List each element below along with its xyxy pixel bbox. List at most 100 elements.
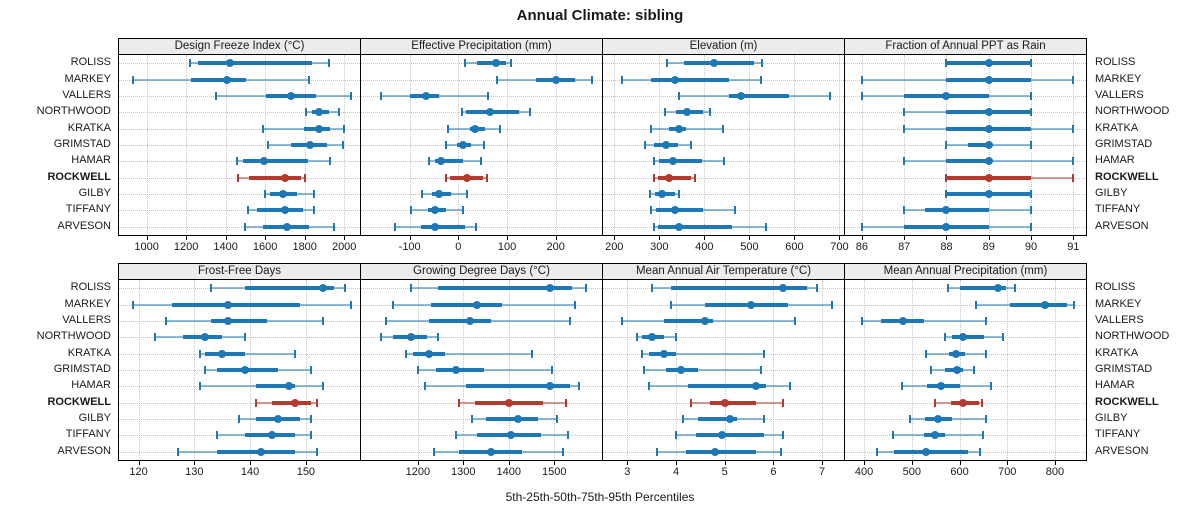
x-tick-label: -100: [398, 241, 421, 253]
x-tick-label: 500: [902, 466, 921, 478]
whisker-cap: [640, 349, 643, 358]
x-tick: [749, 236, 751, 240]
iqr-bar: [688, 384, 767, 389]
median-dot: [984, 59, 993, 68]
whisker-cap: [154, 333, 157, 342]
h-gridline: [845, 304, 1086, 306]
panel-title: Mean Annual Air Temperature (°C): [603, 264, 844, 280]
iqr-bar: [657, 224, 732, 229]
whisker-line: [417, 369, 552, 371]
whisker-line: [406, 352, 532, 355]
x-tick: [904, 236, 906, 240]
x-tick-label: 87: [898, 241, 911, 253]
x-tick: [225, 236, 227, 240]
iqr-bar: [663, 318, 713, 323]
whisker-cap: [901, 382, 904, 391]
whisker-cap: [247, 206, 250, 215]
iqr-bar: [255, 384, 295, 389]
whisker-cap: [649, 124, 652, 133]
x-tick: [554, 461, 556, 465]
panel-title: Effective Precipitation (mm): [361, 39, 602, 55]
median-dot: [280, 173, 289, 182]
plot-area: [845, 280, 1086, 460]
median-dot: [659, 349, 668, 358]
x-tick-label: 1200: [405, 466, 431, 478]
whisker-cap: [653, 157, 656, 166]
iqr-bar: [657, 175, 691, 180]
iqr-bar: [685, 449, 757, 454]
iqr-bar: [651, 77, 729, 82]
panel: Effective Precipitation (mm): [360, 39, 602, 235]
median-dot: [435, 190, 444, 199]
x-tick-label: 89: [982, 241, 995, 253]
x-tick-label: 1800: [292, 241, 317, 253]
x-tick-label: 400: [695, 241, 714, 253]
iqr-bar: [695, 433, 764, 438]
panel: Design Freeze Index (°C): [119, 39, 360, 235]
median-dot: [504, 398, 513, 407]
median-dot: [959, 398, 968, 407]
x-tick: [555, 236, 557, 240]
station-labels-right: ROLISS MARKEY VALLERS NORTHWOOD KRATKA GRIMST…: [1087, 38, 1200, 256]
whisker-cap: [675, 431, 678, 440]
labels-spacer: [1087, 263, 1200, 279]
median-dot: [899, 316, 908, 325]
median-dot: [201, 333, 210, 342]
whisker-cap: [198, 349, 201, 358]
median-dot: [407, 333, 416, 342]
median-dot: [437, 157, 446, 166]
x-tick: [508, 461, 510, 465]
iqr-bar: [216, 449, 295, 454]
plot-area: [845, 55, 1086, 235]
median-dot: [545, 382, 554, 391]
whisker-cap: [664, 108, 667, 117]
whisker-cap: [944, 333, 947, 342]
panel: Frost-Free Days: [119, 264, 360, 460]
x-axis: 120 130 140 150: [119, 461, 360, 481]
station-labels-column: ROLISS MARKEY VALLERS NORTHWOOD KRATKA GRIMST…: [0, 279, 118, 459]
median-dot: [1041, 300, 1050, 309]
station-label: ARVESON: [1095, 219, 1149, 232]
whisker-cap: [569, 316, 572, 325]
whisker-cap: [474, 222, 477, 231]
x-tick: [463, 461, 465, 465]
whisker-cap: [380, 91, 383, 100]
station-labels-left: ROLISS MARKEY VALLERS NORTHWOOD KRATKA GRIMST…: [0, 38, 118, 256]
whisker-cap: [446, 124, 449, 133]
station-labels-column: ROLISS MARKEY VALLERS NORTHWOOD KRATKA GRIMST…: [1087, 54, 1200, 234]
station-label: ROCKWELL: [47, 395, 111, 408]
iqr-bar: [728, 93, 790, 98]
whisker-cap: [1072, 157, 1075, 166]
station-label: GILBY: [1095, 412, 1128, 425]
x-tick-label: 1300: [451, 466, 476, 478]
whisker-cap: [1072, 173, 1075, 182]
iqr-bar: [243, 159, 308, 164]
iqr-bar: [967, 143, 989, 147]
whisker-cap: [708, 108, 711, 117]
whisker-cap: [1073, 300, 1076, 309]
whisker-cap: [860, 222, 863, 231]
whisker-cap: [982, 431, 985, 440]
axis-caption: 5th-25th-50th-75th-95th Percentiles: [505, 490, 695, 504]
iqr-bar: [656, 208, 703, 213]
station-label: VALLERS: [1095, 313, 1144, 326]
median-dot: [701, 316, 710, 325]
x-tick-label: 1200: [173, 241, 199, 253]
whisker-cap: [509, 59, 512, 68]
whisker-cap: [1030, 91, 1033, 100]
iqr-bar: [893, 449, 969, 454]
x-tick-label: 600: [950, 466, 969, 478]
median-dot: [676, 366, 685, 374]
whisker-cap: [760, 59, 763, 68]
station-label: NORTHWOOD: [1095, 105, 1170, 118]
h-gridline: [119, 194, 360, 196]
whisker-cap: [343, 284, 346, 293]
station-label: HAMAR: [1095, 154, 1135, 167]
iqr-bar: [476, 61, 507, 66]
x-tick-label: 7: [819, 466, 826, 478]
median-dot: [993, 284, 1002, 293]
whisker-cap: [486, 91, 489, 100]
x-tick: [138, 461, 140, 465]
panel: Growing Degree Days (°C): [360, 264, 602, 460]
